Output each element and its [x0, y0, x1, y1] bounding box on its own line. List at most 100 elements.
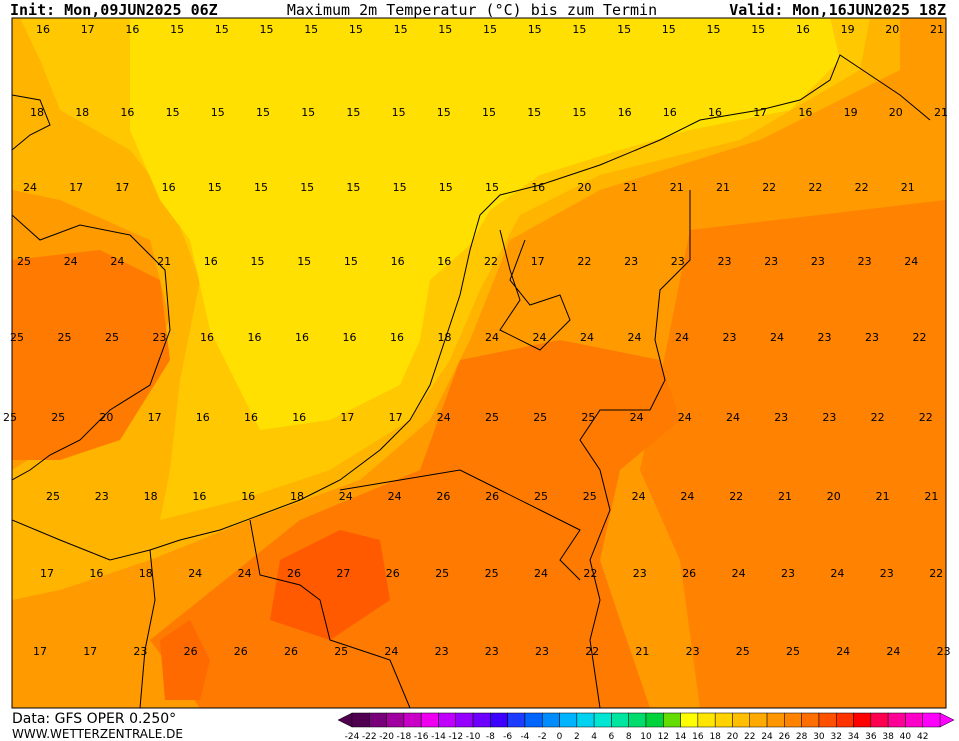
temperature-value: 16	[241, 490, 255, 503]
temperature-value: 16	[796, 23, 810, 36]
colorbar-label: -16	[414, 732, 429, 741]
temperature-value: 15	[527, 106, 541, 119]
temperature-value: 22	[583, 567, 597, 580]
temperature-value: 15	[439, 181, 453, 194]
temperature-value: 21	[778, 490, 792, 503]
colorbar-label: 14	[675, 732, 687, 741]
temperature-value: 21	[670, 181, 684, 194]
temperature-value: 23	[718, 255, 732, 268]
colorbar-label: 24	[761, 732, 773, 741]
temperature-value: 23	[818, 331, 832, 344]
temperature-value: 16	[244, 411, 258, 424]
temp-zone	[12, 250, 170, 460]
colorbar-swatch	[386, 712, 405, 728]
temperature-value: 15	[301, 106, 315, 119]
temperature-value: 24	[886, 645, 900, 658]
temperature-value: 16	[708, 106, 722, 119]
temperature-value: 23	[764, 255, 778, 268]
colorbar-swatch	[732, 712, 751, 728]
temperature-value: 24	[23, 181, 37, 194]
colorbar-label: 2	[574, 732, 580, 741]
temperature-value: 25	[46, 490, 60, 503]
temperature-value: 15	[166, 106, 180, 119]
temperature-value: 22	[484, 255, 498, 268]
temperature-value: 15	[346, 181, 360, 194]
colorbar-label: 28	[796, 732, 808, 741]
temperature-value: 18	[290, 490, 304, 503]
temperature-value: 18	[438, 331, 452, 344]
colorbar-swatch	[559, 712, 578, 728]
temperature-value: 27	[336, 567, 350, 580]
temp-zone	[130, 18, 840, 430]
colorbar-label: 34	[848, 732, 860, 741]
temperature-value: 21	[930, 23, 944, 36]
temperature-value: 25	[485, 411, 499, 424]
colorbar-label: 6	[609, 732, 615, 741]
init-time: Init: Mon,09JUN2025 06Z	[10, 1, 218, 19]
temperature-value: 15	[211, 106, 225, 119]
temperature-value: 24	[726, 411, 740, 424]
coastline	[12, 214, 171, 481]
temperature-value: 15	[528, 23, 542, 36]
colorbar-label: -10	[466, 732, 481, 741]
temperature-value: 21	[901, 181, 915, 194]
temperature-value: 16	[295, 331, 309, 344]
temperature-value: 16	[343, 331, 357, 344]
temp-zone	[270, 530, 390, 640]
temperature-value: 15	[482, 106, 496, 119]
colorbar-label: 4	[591, 732, 597, 741]
colorbar: -24 -22 -20 -18 -16 -14 -12 -10 -8 -6 -4 -2 0 2 4 6 8 10 1…	[337, 712, 955, 741]
website: WWW.WETTERZENTRALE.DE	[12, 727, 183, 741]
temperature-value: 20	[889, 106, 903, 119]
temperature-value: 23	[671, 255, 685, 268]
temperature-value: 23	[95, 490, 109, 503]
temperature-value: 16	[192, 490, 206, 503]
temperature-value: 16	[437, 255, 451, 268]
colorbar-label: 42	[917, 732, 928, 741]
temperature-value: 15	[254, 181, 268, 194]
temperature-value: 25	[58, 331, 72, 344]
temperature-value: 21	[624, 181, 638, 194]
temperature-value: 17	[389, 411, 403, 424]
colorbar-swatch	[507, 712, 526, 728]
colorbar-label: -18	[397, 732, 412, 741]
temperature-value: 25	[786, 645, 800, 658]
colorbar-swatch	[784, 712, 802, 728]
temperature-value: 24	[675, 331, 689, 344]
temperature-value: 24	[732, 567, 746, 580]
temperature-value: 22	[919, 411, 933, 424]
colorbar-swatch	[403, 712, 422, 728]
temperature-value: 15	[251, 255, 265, 268]
colorbar-swatch	[663, 712, 681, 728]
valid-time: Valid: Mon,16JUN2025 18Z	[729, 1, 946, 19]
temperature-value: 15	[662, 23, 676, 36]
temperature-value: 25	[334, 645, 348, 658]
colorbar-swatch	[853, 712, 872, 728]
temperature-value: 20	[99, 411, 113, 424]
temperature-value: 15	[215, 23, 229, 36]
colorbar-swatch	[870, 712, 889, 728]
temperature-value: 15	[393, 181, 407, 194]
temperature-value: 15	[300, 181, 314, 194]
colorbar-swatch	[645, 712, 664, 728]
temperature-value: 26	[284, 645, 298, 658]
temperature-value: 17	[753, 106, 767, 119]
temperature-value: 17	[115, 181, 129, 194]
temperature-value: 22	[929, 567, 943, 580]
colorbar-label: 20	[727, 732, 739, 741]
temperature-value: 17	[83, 645, 97, 658]
temperature-value: 15	[260, 23, 274, 36]
colorbar-label: 12	[658, 732, 669, 741]
temperature-value: 23	[880, 567, 894, 580]
temperature-value: 19	[841, 23, 855, 36]
map-area	[12, 18, 946, 708]
temperature-value: 23	[153, 331, 167, 344]
temperature-value: 16	[798, 106, 812, 119]
temperature-value: 22	[577, 255, 591, 268]
temperature-value: 15	[483, 23, 497, 36]
colorbar-swatch	[887, 712, 906, 728]
temperature-value: 25	[533, 411, 547, 424]
temperature-value: 15	[617, 23, 631, 36]
temperature-value: 21	[934, 106, 948, 119]
colorbar-swatch	[697, 712, 716, 728]
